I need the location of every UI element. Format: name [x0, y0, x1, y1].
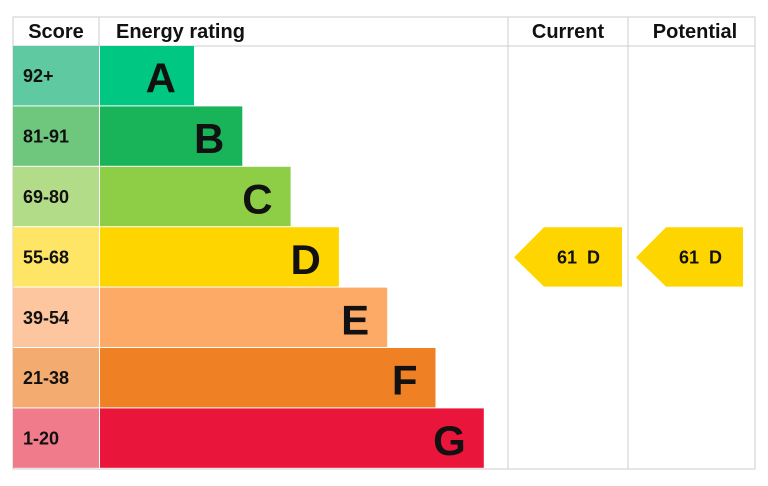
rating-bar [100, 46, 194, 106]
score-label: 69-80 [23, 187, 69, 207]
current-value: 61 [557, 247, 577, 267]
rating-bar [100, 348, 436, 408]
header-score: Score [28, 21, 84, 43]
score-label: 81-91 [23, 127, 69, 147]
rating-letter: F [392, 357, 418, 404]
potential-band: D [709, 247, 722, 267]
header-energy: Energy rating [116, 21, 245, 43]
score-label: 21-38 [23, 368, 69, 388]
score-cell [13, 287, 99, 347]
score-cell [13, 348, 99, 408]
current-band: D [587, 247, 600, 267]
rating-letter: E [341, 296, 369, 343]
potential-value: 61 [679, 247, 699, 267]
rating-bar [100, 408, 484, 468]
rating-letter: C [242, 176, 272, 223]
score-cell [13, 106, 99, 166]
score-cell [13, 166, 99, 227]
score-label: 92+ [23, 66, 54, 86]
rating-letter: D [291, 236, 321, 283]
current-arrow [514, 227, 622, 287]
header-current: Current [532, 21, 605, 43]
header-potential: Potential [653, 21, 737, 43]
rating-bar [100, 166, 291, 227]
rating-bar [100, 287, 388, 347]
rating-bar [100, 227, 339, 287]
potential-arrow [636, 227, 743, 287]
rating-bar [100, 106, 243, 166]
rating-letter: G [433, 417, 466, 464]
score-cell [13, 227, 99, 287]
score-cell [13, 408, 99, 468]
score-label: 55-68 [23, 247, 69, 267]
score-label: 39-54 [23, 308, 69, 328]
rating-letter: B [194, 115, 224, 162]
score-label: 1-20 [23, 429, 59, 449]
score-cell [13, 46, 99, 106]
rating-letter: A [146, 55, 176, 102]
